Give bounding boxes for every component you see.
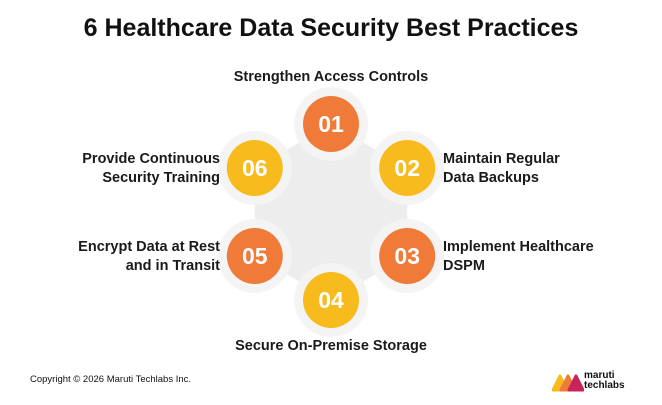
step-circle-03 bbox=[379, 228, 436, 284]
step-number-03: 03 bbox=[394, 243, 420, 269]
step-label-01: Strengthen Access Controls bbox=[233, 69, 429, 85]
step-circle-04 bbox=[303, 272, 359, 328]
step-number-06: 06 bbox=[242, 155, 268, 181]
step-label-03: Implement Healthcare DSPM bbox=[443, 239, 594, 274]
step-number-05: 05 bbox=[242, 243, 268, 269]
step-circle-02 bbox=[379, 140, 436, 196]
copyright-text: Copyright © 2026 Maruti Techlabs Inc. bbox=[30, 374, 192, 385]
step-number-02: 02 bbox=[394, 155, 420, 181]
step-number-01: 01 bbox=[318, 111, 344, 137]
company-logo-text: maruti techlabs bbox=[584, 370, 625, 391]
step-label-04: Secure On-Premise Storage bbox=[235, 338, 427, 354]
step-circle-05 bbox=[226, 228, 283, 284]
page-title: 6 Healthcare Data Security Best Practice… bbox=[83, 14, 579, 42]
company-logo-icon bbox=[552, 374, 584, 392]
step-circle-06 bbox=[226, 140, 283, 196]
step-number-04: 04 bbox=[318, 287, 344, 313]
center-hexagon bbox=[254, 124, 408, 300]
step-label-02: Maintain Regular Data Backups bbox=[443, 151, 560, 186]
step-circle-01 bbox=[303, 96, 359, 152]
step-label-06: Provide Continuous Security Training bbox=[82, 151, 220, 186]
step-label-05: Encrypt Data at Rest and in Transit bbox=[78, 239, 220, 274]
